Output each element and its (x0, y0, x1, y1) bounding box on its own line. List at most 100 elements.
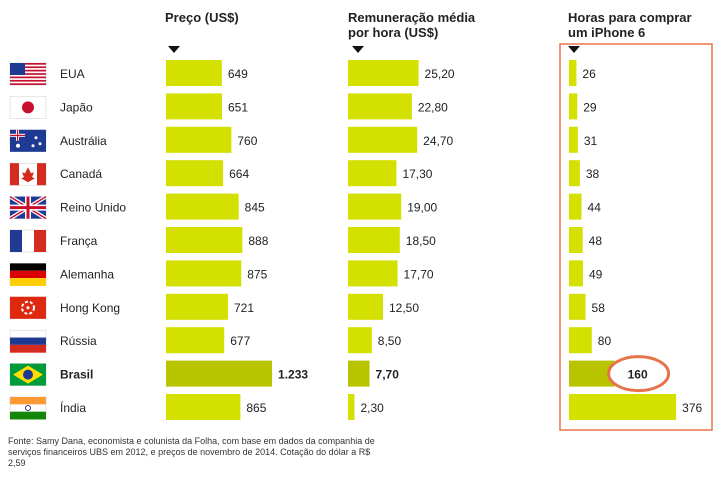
hours-value-label: 44 (588, 201, 602, 215)
wage-bar (348, 260, 398, 287)
country-label: Reino Unido (60, 201, 126, 215)
flag-russia-icon-part (10, 344, 46, 353)
flag-usa-icon-part (10, 66, 46, 69)
flag-usa-icon-part (10, 79, 46, 82)
flag-france-icon-part (10, 230, 22, 252)
hours-header: Horas para comprar um iPhone 6 (568, 10, 692, 40)
hours-value-label: 160 (628, 368, 648, 382)
flag-france-icon-part (34, 230, 46, 252)
source-note: Fonte: Samy Dana, economista e colunista… (8, 436, 375, 468)
flag-canada-icon-part (37, 163, 46, 186)
hours-value-label: 48 (589, 234, 603, 248)
price-bar (166, 394, 241, 420)
flag-australia-icon-part (38, 142, 42, 146)
flag-india-icon-part (25, 405, 31, 411)
flag-uk-icon-part (26, 196, 30, 219)
country-label: Hong Kong (60, 301, 120, 315)
hours-value-label: 80 (598, 334, 612, 348)
hours-value-label: 58 (592, 301, 606, 315)
country-label: França (60, 234, 98, 248)
flag-germany-icon (9, 263, 47, 286)
flag-usa-icon-part (10, 73, 46, 75)
hours-value-label: 49 (589, 267, 603, 281)
hours-value-label: 29 (583, 100, 597, 114)
wage-bar (348, 394, 355, 420)
flag-australia-icon-part (17, 129, 19, 141)
hours-bar (569, 360, 615, 387)
wage-value-label: 7,70 (376, 368, 400, 382)
flag-australia-icon-part (10, 129, 46, 152)
hours-bar (569, 160, 580, 187)
hours-value-label: 376 (682, 401, 702, 415)
price-bar (166, 293, 229, 320)
wage-bar (348, 193, 402, 220)
flag-usa-icon (9, 62, 47, 86)
wage-bar (348, 126, 418, 153)
wage-arrow-icon (352, 46, 364, 53)
price-arrow-icon (168, 46, 180, 53)
price-bar (166, 193, 239, 220)
hours-bar (569, 394, 677, 420)
hours-bar (569, 293, 586, 320)
flag-hongkong-icon-part (21, 300, 35, 315)
flag-india-icon (9, 396, 47, 420)
hours-value-label: 38 (586, 167, 600, 181)
wage-value-label: 18,50 (406, 234, 436, 248)
flag-australia-icon-part (31, 144, 35, 148)
price-value-label: 875 (247, 267, 267, 281)
hours-bar (569, 93, 578, 120)
flag-australia-icon (9, 129, 47, 153)
wage-bar (348, 60, 419, 86)
price-header: Preço (US$) (165, 10, 239, 25)
wage-value-label: 22,80 (418, 100, 448, 114)
flag-canada-icon-part (21, 167, 35, 183)
flag-hongkong-icon-part (26, 306, 30, 310)
wage-value-label: 2,30 (360, 401, 384, 415)
hours-bar (569, 193, 582, 220)
wage-header: Remuneração média por hora (US$) (348, 10, 476, 40)
flag-usa-icon-part (10, 76, 46, 79)
hours-bar (569, 227, 583, 253)
flag-germany-icon-part (10, 263, 46, 271)
price-value-label: 649 (228, 67, 248, 81)
country-label: Japão (60, 100, 93, 114)
flag-brazil-icon-part (23, 369, 33, 380)
hours-bar (569, 126, 578, 153)
wage-value-label: 24,70 (423, 134, 453, 148)
wage-bar (348, 360, 370, 387)
wage-bar (348, 93, 412, 120)
wage-value-label: 12,50 (389, 301, 419, 315)
wage-value-label: 19,00 (407, 201, 437, 215)
flag-australia-icon-part (16, 143, 20, 148)
hours-value-label: 31 (584, 134, 598, 148)
flag-germany-icon-part (10, 278, 46, 286)
price-value-label: 865 (246, 401, 266, 415)
price-bar (166, 327, 225, 354)
price-value-label: 651 (228, 100, 248, 114)
wage-value-label: 25,20 (425, 67, 455, 81)
hours-bar (569, 327, 592, 354)
price-value-label: 1.233 (278, 368, 308, 382)
wage-bar (348, 227, 400, 253)
flag-japan-icon-part (22, 101, 34, 114)
price-value-label: 677 (230, 334, 250, 348)
flag-australia-icon-part (34, 136, 38, 140)
country-label: Austrália (60, 134, 107, 148)
flag-canada-icon-part (10, 163, 19, 186)
country-label: Alemanha (60, 267, 114, 281)
flag-hongkong-icon (9, 296, 47, 320)
flag-usa-icon-part (10, 83, 46, 85)
flag-usa-icon-part (10, 63, 25, 75)
flag-usa-icon-part (10, 63, 46, 65)
country-label: Índia (60, 400, 86, 415)
flag-france-icon (9, 229, 47, 253)
price-value-label: 721 (234, 301, 254, 315)
price-bar (166, 126, 232, 153)
price-bar (166, 60, 222, 86)
flag-canada-icon (9, 162, 47, 186)
price-value-label: 760 (237, 134, 257, 148)
price-bar (166, 260, 242, 287)
price-bar (166, 160, 224, 187)
price-bar (166, 93, 222, 120)
country-label: Brasil (60, 368, 93, 382)
